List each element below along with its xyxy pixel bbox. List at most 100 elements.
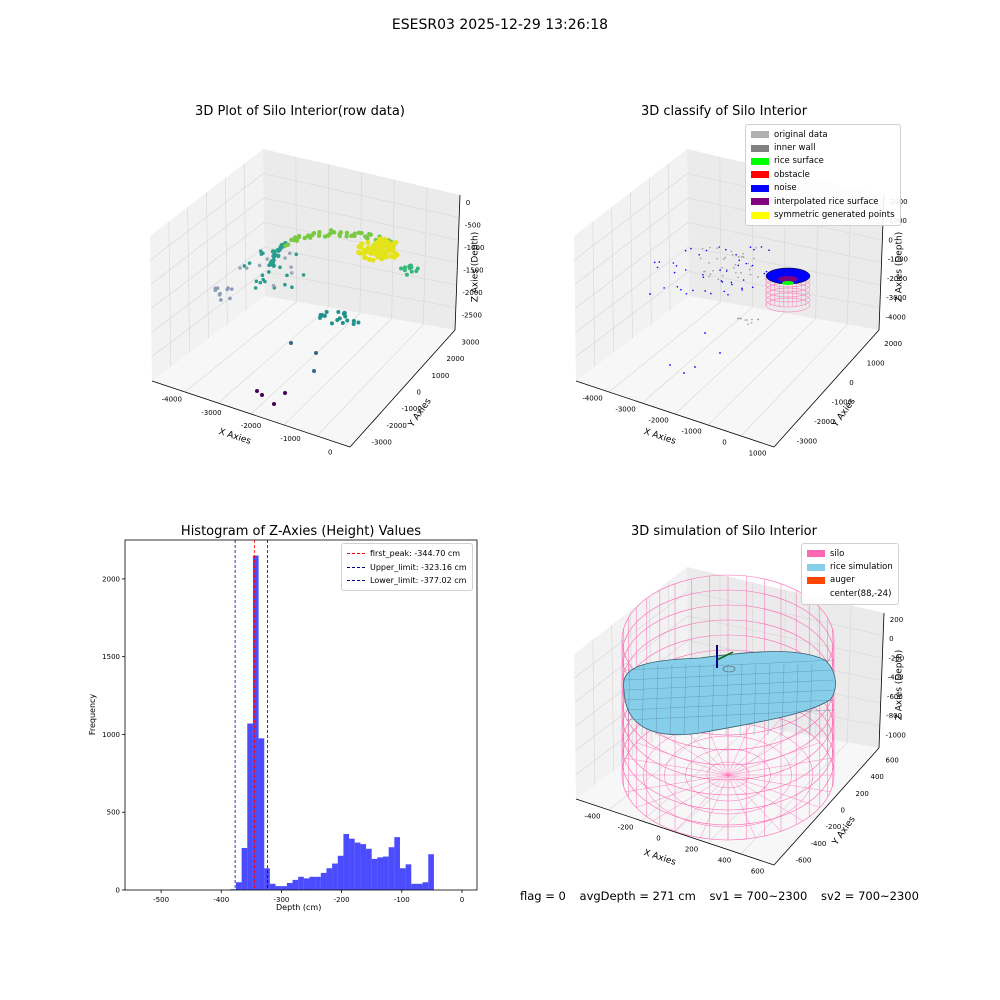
data-point: [377, 236, 383, 242]
x-tick-label: -500: [153, 896, 169, 904]
original-point: [748, 268, 751, 271]
histogram-bar: [332, 863, 338, 890]
data-point: [287, 251, 292, 256]
original-point: [712, 269, 714, 272]
raw-scatter-points: [213, 228, 420, 406]
x-axis-line: [575, 798, 775, 866]
silo-base-spoke: [636, 742, 729, 776]
rice-mesh-line: [739, 663, 743, 736]
original-point: [734, 263, 737, 266]
data-point: [364, 236, 370, 241]
data-point: [272, 402, 276, 406]
noise-point: [741, 289, 743, 291]
back-right-pane: [263, 149, 460, 330]
grid-line: [688, 271, 880, 308]
rice-mesh-line: [753, 663, 757, 736]
classify-plot-title: 3D classify of Silo Interior: [640, 104, 808, 119]
data-point: [283, 282, 287, 287]
silo-base-spoke: [652, 774, 729, 822]
histogram-bar: [371, 858, 378, 890]
data-point: [259, 252, 264, 256]
rice-surface-cluster: [782, 281, 794, 285]
rice-surface: [623, 651, 836, 736]
floor-pane: [152, 296, 455, 447]
original-point: [740, 317, 742, 320]
grid-line: [641, 307, 753, 404]
original-point: [755, 247, 757, 249]
data-point: [383, 254, 389, 260]
histogram-bars: [230, 555, 434, 890]
data-point: [289, 265, 293, 269]
data-point: [290, 285, 294, 290]
legend-entry-center: center(88,-24): [807, 587, 893, 600]
legend-swatch: [751, 157, 769, 165]
x-tick-label: -3000: [201, 409, 221, 417]
histogram-bar: [241, 848, 248, 890]
noise-point: [719, 352, 721, 354]
original-point: [708, 262, 710, 264]
original-point: [747, 262, 750, 265]
data-point: [368, 232, 374, 237]
silo-base-spoke: [727, 774, 756, 838]
original-point: [757, 318, 759, 321]
noise-point: [721, 281, 724, 283]
histogram-bar: [281, 886, 287, 890]
original-point: [740, 271, 742, 274]
noise-point: [765, 270, 768, 273]
histogram-bar: [286, 883, 293, 890]
original-point: [708, 275, 710, 278]
legend-swatch: [807, 590, 825, 598]
original-point: [722, 258, 725, 260]
silo-base-spoke: [674, 774, 729, 832]
y-tick-label: 2000: [102, 575, 120, 583]
original-point: [742, 256, 745, 258]
rice-mesh-line: [781, 663, 785, 736]
simulation-tick-labels: -400 -200 0 200 400 600 -600 -400 -200 0 200 400 600…: [585, 616, 906, 876]
rice-mesh-line: [627, 663, 631, 736]
noise-point: [656, 266, 659, 269]
silo-base-spoke: [727, 728, 804, 776]
z-tick-label: -1000: [464, 244, 484, 252]
legend-entry-silo: silo: [807, 547, 893, 560]
x-tick-label: -400: [213, 896, 229, 904]
histogram-bar: [258, 738, 265, 890]
noise-point: [704, 290, 707, 292]
data-point: [225, 287, 230, 292]
data-point: [356, 230, 362, 236]
rice-mesh-line: [669, 663, 673, 736]
noise-point: [720, 280, 723, 282]
histogram-bar: [247, 723, 253, 890]
original-point: [733, 267, 735, 269]
data-point: [340, 320, 345, 325]
data-point: [308, 235, 313, 240]
noise-point: [742, 279, 745, 281]
noise-point: [704, 332, 706, 334]
data-point: [257, 263, 262, 268]
histogram-bar: [252, 555, 259, 890]
data-point: [392, 250, 398, 256]
y-tick-label: 0: [849, 379, 853, 387]
original-point: [750, 265, 752, 268]
plot-frame: [124, 539, 478, 891]
histogram-bar: [269, 883, 276, 890]
data-point: [283, 256, 287, 260]
noise-point: [649, 293, 651, 295]
original-point: [744, 319, 747, 321]
noise-point: [731, 283, 733, 286]
z-tick-label: -2000: [887, 275, 907, 283]
original-point: [737, 317, 739, 320]
noise-point: [690, 247, 692, 250]
data-point: [276, 253, 281, 259]
noise-point: [705, 249, 708, 252]
legend-line: [347, 553, 365, 555]
histogram-bar: [264, 868, 270, 890]
legend-entry-inner-wall: inner wall: [751, 141, 895, 154]
simulation-z-axis-label: Z Axies (Depth): [894, 649, 905, 721]
z-tick-label: -600: [887, 693, 903, 701]
original-point: [699, 257, 702, 260]
histogram-bar: [343, 834, 350, 890]
data-point: [289, 341, 293, 345]
histogram-bar: [416, 883, 423, 890]
y-tick-label: 1000: [102, 731, 120, 739]
